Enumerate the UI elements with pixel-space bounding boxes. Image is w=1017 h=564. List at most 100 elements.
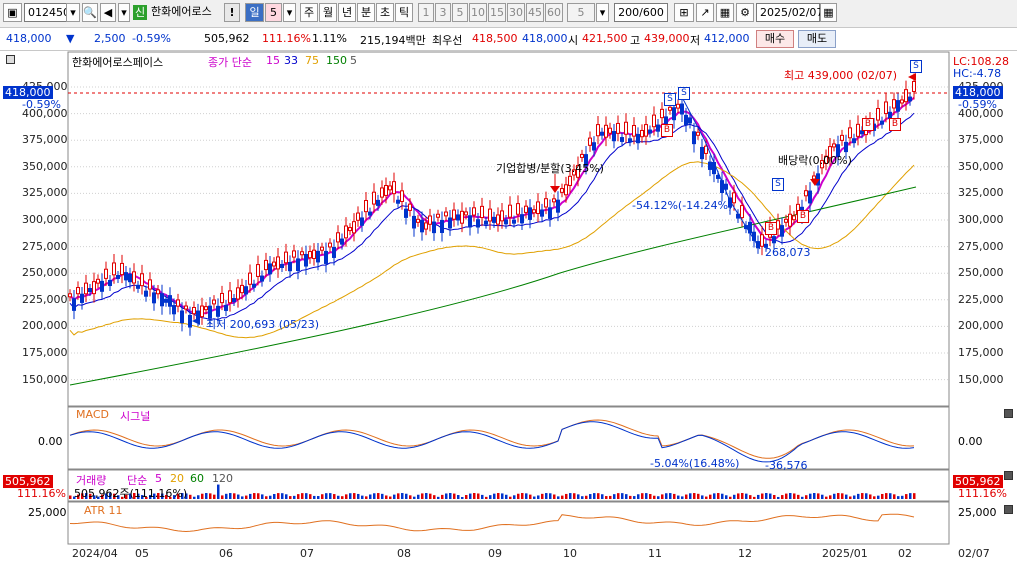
close-icon[interactable] [1004,471,1013,480]
day-count-input[interactable]: 5 [265,3,282,22]
volume-bar [869,494,872,499]
search-icon[interactable]: 🔍 [82,3,98,22]
window-icon[interactable]: ▣ [3,3,22,22]
min-45[interactable]: 45 [526,3,544,22]
candle-body [900,99,904,104]
draw-line-icon[interactable]: ↗ [696,3,714,22]
candle-body [348,227,352,232]
vol-ma-120: 120 [212,472,233,485]
candles [68,73,916,336]
volume-bar [761,493,764,499]
hc-value: HC:-4.78 [953,67,1002,80]
current-pct-left: -0.59% [22,98,61,111]
volume-bar [801,496,804,499]
volume-bar [721,493,724,499]
bar-count-input[interactable]: 200/600 [614,3,668,22]
volume-bar [441,494,444,499]
volume-bar [645,493,648,499]
candle-body [820,160,824,169]
grid [68,86,949,381]
volume-bar [705,496,708,499]
volume-bar [693,493,696,499]
candle-body [812,175,816,180]
x-tick: 07 [300,547,314,560]
macd-zero-right: 0.00 [958,435,983,448]
volume-bar [345,494,348,499]
panel-menu-icon[interactable] [6,55,15,64]
tab-second[interactable]: 초 [376,3,394,22]
volume-bar [145,496,148,499]
candle-body [636,133,640,144]
volume-bar [297,494,300,499]
info-button[interactable]: ! [224,3,240,22]
candle-body [912,80,916,92]
candle-body [860,130,864,135]
custom-minute-input[interactable]: 5 [567,3,595,22]
volume-bar [261,494,264,499]
y-tick-right: 200,000 [958,319,1004,333]
candle-body [680,103,684,115]
tab-tick[interactable]: 틱 [395,3,413,22]
candle-body [112,262,116,276]
x-tick: 06 [219,547,233,560]
min-1[interactable]: 1 [418,3,434,22]
chevron-down-icon[interactable]: ▾ [118,3,130,22]
grid-icon[interactable]: ▦ [716,3,734,22]
speaker-icon[interactable]: ◀ [100,3,116,22]
chevron-down-icon[interactable]: ▾ [596,3,609,22]
volume-bar [513,495,516,499]
tab-day[interactable]: 일 [245,3,264,22]
volume-bar [489,495,492,499]
tab-month[interactable]: 월 [319,3,337,22]
date-input[interactable]: 2025/02/07 [756,3,823,22]
min-60[interactable]: 60 [545,3,563,22]
new-listing-badge: 신 [133,5,147,20]
stock-code-input[interactable]: 012450 [24,3,70,22]
drop-line [704,140,761,250]
tab-year[interactable]: 년 [338,3,356,22]
open-price: 421,500 [582,32,628,45]
volume-bar [285,494,288,499]
candle-body [544,198,548,208]
volume-bar [577,494,580,499]
x-tick: 09 [488,547,502,560]
min-3[interactable]: 3 [435,3,451,22]
candle-body [792,215,796,221]
y-tick-right: 400,000 [958,106,1004,120]
volume-bar [777,496,780,499]
min-5[interactable]: 5 [452,3,468,22]
chevron-down-icon[interactable]: ▾ [66,3,80,22]
volume-bar [149,494,152,499]
x-tick: 02/07 [958,547,990,560]
candle-body [296,258,300,271]
chevron-down-icon[interactable]: ▾ [283,3,296,22]
candle-body [84,282,88,295]
price-panel-frame [67,51,950,407]
volume-bar [473,493,476,499]
volume-bar [341,496,344,499]
candle-body [216,305,220,317]
calendar-icon[interactable]: ▦ [820,3,837,22]
indicator-icon[interactable]: ⊞ [674,3,694,22]
volume-title: 거래량 [76,474,107,487]
candle-body [408,203,412,211]
volume-bar [569,493,572,499]
volume-bar [197,495,200,499]
gear-icon[interactable]: ⚙ [736,3,754,22]
volume-note: 505,962주(111.16%) [74,487,188,500]
candle-body [136,284,140,289]
sell-button[interactable]: 매도 [798,30,836,48]
close-icon[interactable] [1004,409,1013,418]
min-15[interactable]: 15 [488,3,506,22]
candle-body [148,279,152,290]
close-icon[interactable] [1004,505,1013,514]
volume-bar [497,493,500,499]
tab-minute[interactable]: 분 [357,3,375,22]
candle-body [392,181,396,195]
min-30[interactable]: 30 [507,3,525,22]
tab-week[interactable]: 주 [300,3,318,22]
min-10[interactable]: 10 [469,3,487,22]
buy-button[interactable]: 매수 [756,30,794,48]
candle-body [704,145,708,154]
volume-bar [481,494,484,499]
